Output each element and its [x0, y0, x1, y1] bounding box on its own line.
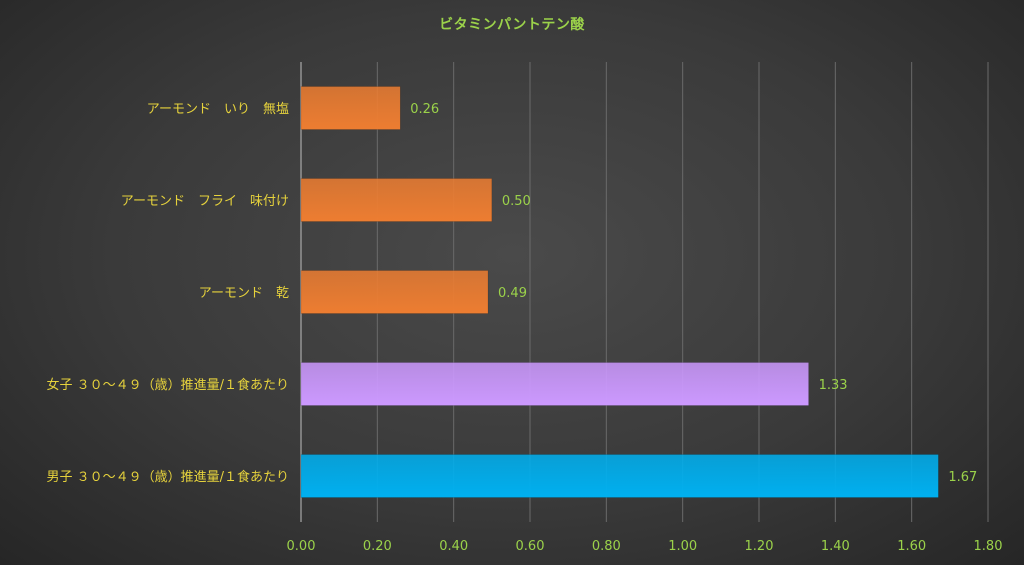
data-label: 0.50 — [502, 194, 531, 209]
category-label: アーモンド 乾 — [199, 286, 289, 301]
x-tick-label: 1.00 — [668, 539, 697, 554]
x-tick-label: 1.20 — [745, 539, 774, 554]
category-label: 男子 ３０～４９（歳）推進量/１食あたり — [46, 469, 289, 485]
category-label: アーモンド フライ 味付け — [121, 194, 289, 209]
x-tick-label: 0.20 — [363, 539, 392, 554]
data-label: 1.33 — [819, 378, 848, 393]
x-tick-label: 1.80 — [974, 539, 1003, 554]
bar — [300, 454, 939, 498]
x-tick-label: 0.80 — [592, 539, 621, 554]
bar — [300, 362, 809, 406]
bar — [300, 86, 401, 130]
x-tick-label: 1.60 — [897, 539, 926, 554]
x-tick-label: 0.40 — [439, 539, 468, 554]
bar — [300, 178, 493, 222]
x-tick-label: 1.40 — [821, 539, 850, 554]
x-tick-label: 0.60 — [516, 539, 545, 554]
data-label: 0.49 — [498, 286, 527, 301]
category-label: アーモンド いり 無塩 — [147, 102, 289, 117]
x-tick-label: 0.00 — [287, 539, 316, 554]
data-label: 1.67 — [948, 470, 977, 485]
chart-title: ビタミンパントテン酸 — [439, 17, 585, 33]
category-label: 女子 ３０～４９（歳）推進量/１食あたり — [46, 377, 289, 393]
bar — [300, 270, 489, 314]
data-label: 0.26 — [410, 102, 439, 117]
